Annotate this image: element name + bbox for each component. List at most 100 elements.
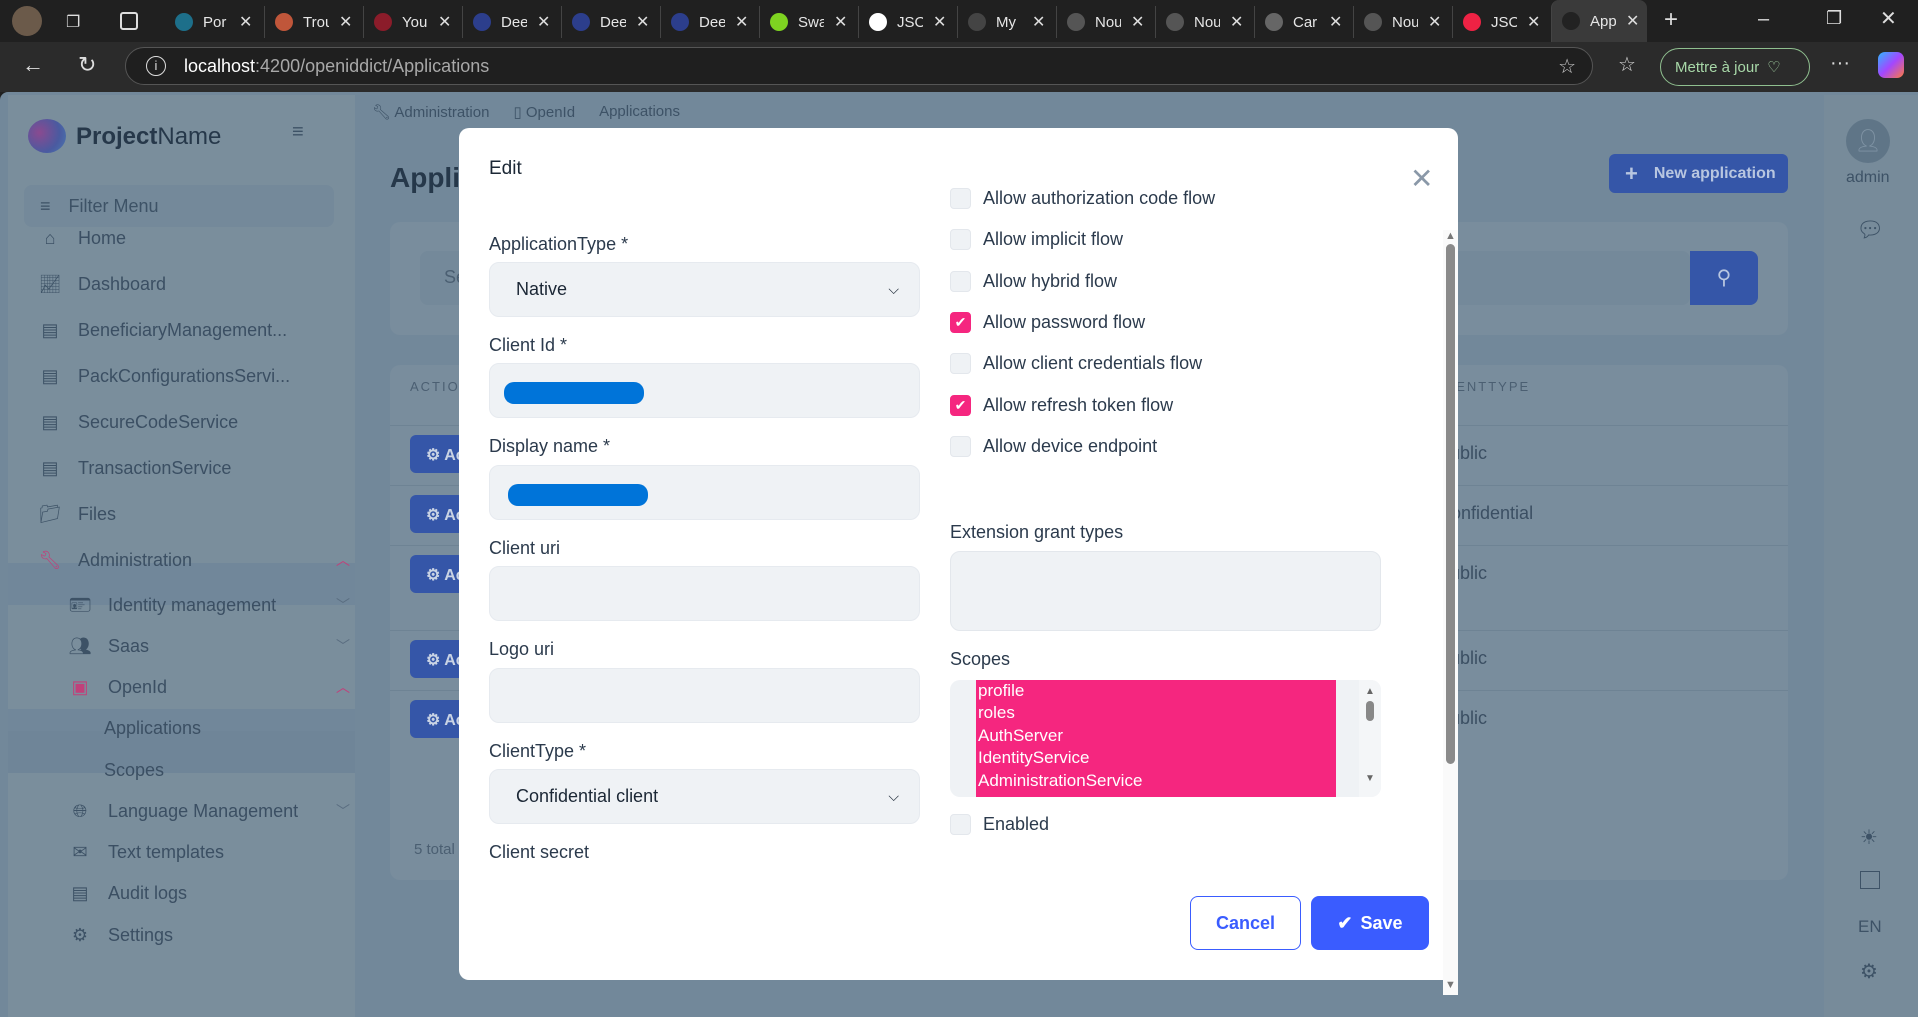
tab-close-icon[interactable]: ✕ [537, 14, 551, 31]
tab-close-icon[interactable]: ✕ [1329, 14, 1343, 31]
sidebar-item-files[interactable]: 📁︎ Files [38, 494, 338, 534]
scope-option[interactable]: IdentityService [976, 747, 1336, 770]
flow-checkbox[interactable]: ✔ Allow password flow [950, 311, 1145, 333]
breadcrumb-openid[interactable]: ▯ OpenId [513, 104, 576, 121]
sidebar-item-settings[interactable]: ⚙ Settings [68, 915, 368, 955]
flow-checkbox[interactable]: ✔ Allow refresh token flow [950, 394, 1173, 416]
tab-close-icon[interactable]: ✕ [1131, 14, 1145, 31]
tab-close-icon[interactable]: ✕ [1527, 14, 1541, 31]
flow-checkbox[interactable]: Allow authorization code flow [950, 188, 1215, 209]
checked-checkbox-icon[interactable]: ✔ [950, 311, 971, 333]
browser-tab[interactable]: Dee ✕ [462, 6, 558, 38]
theme-sun-icon[interactable]: ☀ [1860, 827, 1878, 849]
chevron-icon[interactable]: ︿ [336, 552, 350, 568]
tab-close-icon[interactable]: ✕ [1230, 14, 1244, 31]
sidebar-item-securecodeservice[interactable]: ▤ SecureCodeService [38, 402, 338, 442]
tab-close-icon[interactable]: ✕ [636, 14, 650, 31]
scope-option[interactable]: profile [976, 680, 1336, 703]
sidebar-item-home[interactable]: ⌂ Home [38, 218, 338, 258]
chat-icon[interactable]: 💬︎ [1856, 217, 1884, 242]
maximize-button[interactable]: ❐ [1826, 8, 1843, 28]
tab-close-icon[interactable]: ✕ [239, 14, 253, 31]
favorite-star-icon[interactable]: ☆ [1558, 56, 1576, 78]
search-button[interactable]: ⚲ [1690, 251, 1758, 305]
cancel-button[interactable]: Cancel [1190, 896, 1301, 950]
browser-tab[interactable]: Dee ✕ [561, 6, 657, 38]
settings-gear-icon[interactable]: ⚙ [1860, 961, 1878, 983]
flow-checkbox[interactable]: Allow implicit flow [950, 229, 1123, 251]
browser-tab[interactable]: Car ✕ [1254, 6, 1350, 38]
display-name-input[interactable] [489, 465, 920, 520]
sidebar-item-text-templates[interactable]: ✉ Text templates [68, 832, 368, 872]
tab-close-icon[interactable]: ✕ [438, 14, 452, 31]
checkbox-box[interactable] [950, 188, 971, 209]
scope-option[interactable]: roles [976, 702, 1336, 725]
sidebar-item-openid[interactable]: ▣ OpenId ︿ [68, 667, 368, 707]
minimize-button[interactable]: – [1758, 8, 1770, 30]
checkbox-box[interactable] [950, 353, 971, 375]
user-avatar[interactable]: 👤︎ [1846, 119, 1890, 163]
url-input[interactable]: i localhost:4200/openiddict/Applications… [125, 47, 1593, 85]
new-application-button[interactable]: + New application [1609, 154, 1788, 193]
scopes-listbox[interactable]: profile roles AuthServer IdentityService Adm… [950, 680, 1381, 797]
client-type-select[interactable]: Confidential client ⌵ [489, 769, 920, 824]
client-uri-input[interactable] [489, 566, 920, 621]
browser-tab[interactable]: JSO ✕ [858, 6, 954, 38]
tab-actions-icon[interactable] [120, 12, 138, 30]
scopes-scrollbar[interactable]: ▲ ▼ [1359, 680, 1381, 797]
logo-uri-input[interactable] [489, 668, 920, 723]
sidebar-item-applications[interactable]: Applications [104, 708, 404, 748]
checkbox-box[interactable] [950, 435, 971, 457]
close-icon[interactable]: ✕ [1410, 163, 1434, 194]
chevron-icon[interactable]: ﹀ [336, 638, 350, 654]
flow-checkbox[interactable]: Allow hybrid flow [950, 270, 1117, 292]
tab-close-icon[interactable]: ✕ [339, 14, 353, 31]
site-info-icon[interactable]: i [146, 56, 166, 76]
browser-tab[interactable]: You ✕ [363, 6, 459, 38]
application-type-select[interactable]: Native ⌵ [489, 262, 920, 317]
layout-columns-icon[interactable] [1860, 871, 1880, 889]
more-menu-icon[interactable]: ··· [1830, 52, 1850, 74]
checkbox-box[interactable] [950, 229, 971, 251]
sidebar-item-administration[interactable]: 🔧︎ Administration ︿ [38, 540, 350, 580]
tab-close-icon[interactable]: ✕ [1428, 14, 1442, 31]
sidebar-item-language-management[interactable]: 🌐︎ Language Management ﹀ [68, 791, 368, 831]
scope-option[interactable] [976, 791, 1336, 797]
sidebar-item-transactionservice[interactable]: ▤ TransactionService [38, 448, 338, 488]
new-tab-button[interactable]: + [1664, 6, 1679, 33]
sidebar-item-scopes[interactable]: Scopes [104, 750, 404, 790]
sidebar-item-packconfigurationsservi[interactable]: ▤ PackConfigurationsServi... [38, 356, 338, 396]
tab-close-icon[interactable]: ✕ [1032, 14, 1046, 31]
sidebar-collapse-icon[interactable]: ≡ [292, 121, 304, 143]
sidebar-item-dashboard[interactable]: 📈︎ Dashboard [38, 264, 338, 304]
checked-checkbox-icon[interactable]: ✔ [950, 394, 971, 416]
browser-tab[interactable]: My ✕ [957, 6, 1053, 38]
sidebar-item-beneficiarymanagement[interactable]: ▤ BeneficiaryManagement... [38, 310, 338, 350]
tab-close-icon[interactable]: ✕ [834, 14, 848, 31]
browser-tab[interactable]: App ✕ [1551, 0, 1647, 42]
copilot-icon[interactable] [1878, 52, 1904, 78]
browser-tab[interactable]: Nou ✕ [1056, 6, 1152, 38]
checkbox-box[interactable] [950, 814, 971, 835]
workspaces-icon[interactable]: ❐ [66, 14, 81, 31]
browser-tab[interactable]: Dee ✕ [660, 6, 756, 38]
tab-close-icon[interactable]: ✕ [1626, 13, 1640, 30]
browser-tab[interactable]: JSO ✕ [1452, 6, 1548, 38]
sidebar-item-audit-logs[interactable]: ▤ Audit logs [68, 873, 368, 913]
browser-tab[interactable]: Swa ✕ [759, 6, 855, 38]
client-id-input[interactable] [489, 363, 920, 418]
extension-grant-types-textarea[interactable] [950, 551, 1381, 631]
update-button[interactable]: Mettre à jour ♡ [1660, 48, 1810, 86]
profile-avatar[interactable] [12, 6, 42, 36]
save-button[interactable]: ✔ Save [1311, 896, 1429, 950]
chevron-icon[interactable]: ︿ [336, 679, 350, 695]
chevron-icon[interactable]: ﹀ [336, 803, 350, 819]
enabled-checkbox[interactable]: Enabled [950, 814, 1049, 835]
flow-checkbox[interactable]: Allow device endpoint [950, 435, 1157, 457]
filter-menu-input[interactable]: ≡ Filter Menu [24, 185, 334, 227]
flow-checkbox[interactable]: Allow client credentials flow [950, 353, 1202, 375]
refresh-icon[interactable]: ↻ [78, 52, 97, 77]
chevron-icon[interactable]: ﹀ [336, 597, 350, 613]
back-icon[interactable]: ← [22, 52, 44, 77]
sidebar-item-saas[interactable]: 👥︎ Saas ﹀ [68, 626, 368, 666]
